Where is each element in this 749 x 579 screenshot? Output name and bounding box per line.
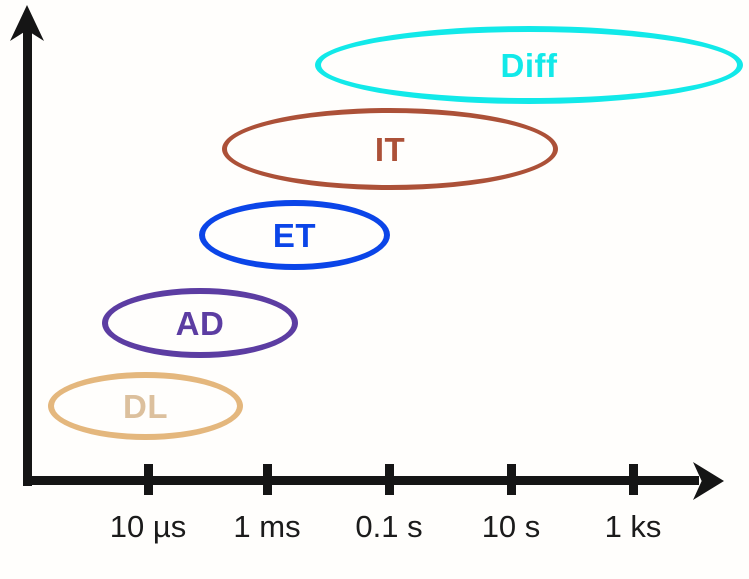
x-axis-tick-label: 10 µs <box>109 509 187 544</box>
x-axis-tick <box>507 464 516 495</box>
x-axis-line <box>23 476 699 485</box>
x-axis-tick <box>144 464 153 495</box>
x-axis-tick-label: 10 s <box>481 509 541 544</box>
ellipse-diff-label: Diff <box>500 46 558 84</box>
ellipse-dl-label: DL <box>123 387 168 425</box>
ellipse-et: ET <box>199 200 390 270</box>
ellipse-et-label: ET <box>272 216 317 254</box>
x-axis-tick-label: 1 ks <box>604 509 662 544</box>
ellipse-it-label: IT <box>374 130 406 168</box>
x-axis-tick <box>263 464 272 495</box>
ellipse-it: IT <box>222 108 558 190</box>
ellipse-diff: Diff <box>315 26 743 104</box>
ellipse-ad-label: AD <box>175 304 225 342</box>
ellipse-dl: DL <box>48 372 243 440</box>
x-axis-tick-label: 0.1 s <box>355 509 423 544</box>
x-axis-tick <box>385 464 394 495</box>
y-axis-line <box>23 26 32 486</box>
x-axis-tick-label: 1 ms <box>233 509 301 544</box>
ellipse-ad: AD <box>102 288 298 358</box>
x-axis-tick <box>629 464 638 495</box>
